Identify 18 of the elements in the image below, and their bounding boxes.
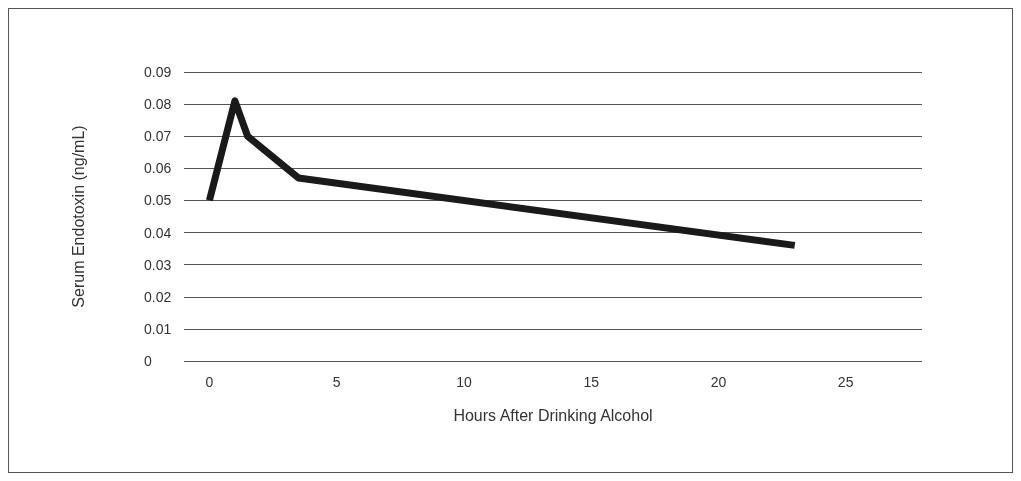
- y-tick-label: 0.09: [144, 64, 172, 80]
- y-tick-label: 0: [144, 353, 152, 369]
- y-tick-label: 0.06: [144, 160, 172, 177]
- y-tick-label: 0.03: [144, 256, 172, 273]
- y-tick-label: 0.04: [144, 224, 172, 241]
- y-tick-label: 0.02: [144, 288, 172, 305]
- y-axis-title: Serum Endotoxin (ng/mL): [69, 125, 87, 308]
- y-tick-label: 0.07: [144, 128, 172, 145]
- x-tick-label: 20: [710, 374, 727, 390]
- y-tick-label: 0.08: [144, 96, 172, 113]
- x-tick-label: 25: [837, 374, 854, 390]
- x-tick-label: 0: [205, 374, 214, 390]
- x-axis-title: Hours After Drinking Alcohol: [453, 406, 653, 424]
- y-tick-label: 0.05: [144, 192, 172, 209]
- x-tick-label: 15: [583, 374, 600, 390]
- x-tick-label: 5: [332, 374, 341, 390]
- y-tick-label: 0.01: [144, 320, 172, 337]
- x-tick-label: 10: [456, 374, 472, 390]
